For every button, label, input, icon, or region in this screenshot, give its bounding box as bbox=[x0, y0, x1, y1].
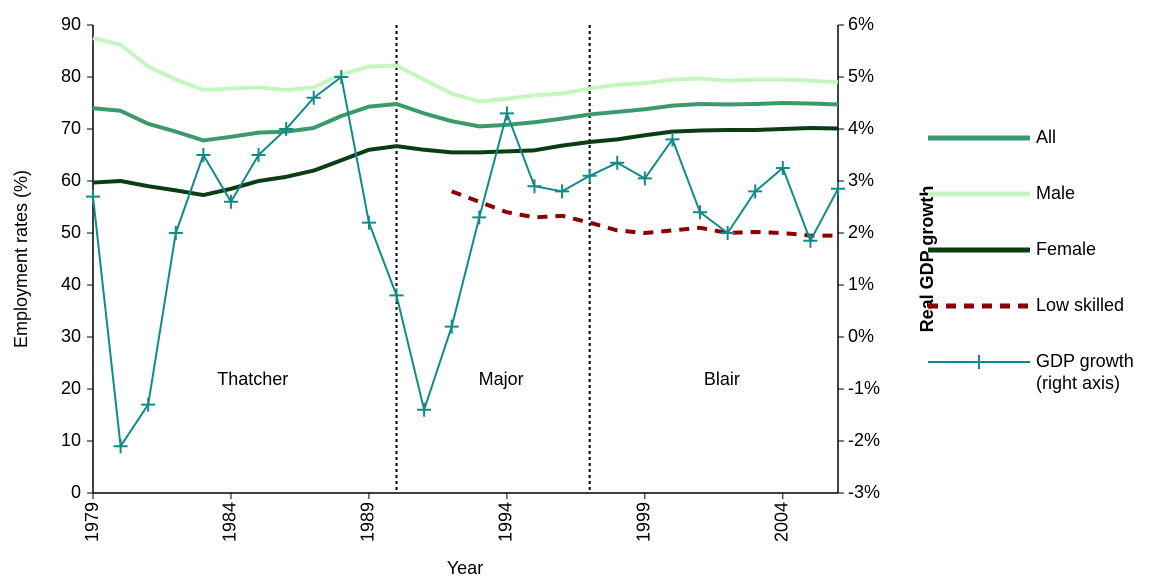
y-axis-title: Employment rates (%) bbox=[11, 170, 31, 348]
y2-tick-label: 6% bbox=[848, 14, 874, 34]
data-point bbox=[334, 70, 349, 84]
data-point bbox=[251, 148, 266, 162]
series-line bbox=[450, 189, 838, 238]
x-tick-label: 1979 bbox=[82, 502, 102, 542]
era-label: Thatcher bbox=[217, 369, 288, 389]
data-point bbox=[555, 184, 570, 199]
data-point bbox=[665, 132, 680, 147]
y-tick-label: 30 bbox=[61, 326, 81, 346]
data-point bbox=[361, 215, 376, 230]
data-point bbox=[444, 319, 459, 334]
y2-tick-label: 5% bbox=[848, 66, 874, 86]
y2-tick-label: 2% bbox=[848, 222, 874, 242]
y-tick-label: 40 bbox=[61, 274, 81, 294]
x-tick-label: 1999 bbox=[634, 502, 654, 542]
data-point bbox=[637, 171, 652, 186]
y-tick-label: 70 bbox=[61, 118, 81, 138]
data-point bbox=[168, 226, 183, 240]
legend-label: All bbox=[1036, 127, 1056, 147]
legend-marker bbox=[972, 355, 986, 369]
series-line bbox=[92, 76, 839, 448]
data-point bbox=[472, 210, 487, 225]
y2-tick-label: -2% bbox=[848, 430, 880, 450]
data-point bbox=[720, 226, 735, 240]
data-point bbox=[113, 439, 128, 454]
legend-label: GDP growth (right axis) bbox=[1036, 351, 1134, 393]
data-point bbox=[831, 181, 845, 196]
data-point bbox=[527, 179, 542, 194]
data-point bbox=[279, 122, 294, 136]
y-tick-label: 50 bbox=[61, 222, 81, 242]
y2-tick-label: 4% bbox=[848, 118, 874, 138]
legend-label: Low skilled bbox=[1036, 295, 1124, 315]
y-tick-label: 60 bbox=[61, 170, 81, 190]
x-tick-label: 1994 bbox=[496, 502, 516, 542]
data-point bbox=[389, 288, 404, 303]
data-point bbox=[196, 148, 211, 162]
y2-axis-title: Real GDP growth bbox=[917, 186, 937, 333]
y2-tick-label: 3% bbox=[848, 170, 874, 190]
legend-label: Female bbox=[1036, 239, 1096, 259]
data-point bbox=[693, 205, 708, 220]
y-tick-label: 90 bbox=[61, 14, 81, 34]
data-point bbox=[306, 90, 321, 105]
y-tick-label: 0 bbox=[71, 482, 81, 502]
era-label: Major bbox=[479, 369, 524, 389]
legend-label: Male bbox=[1036, 183, 1075, 203]
x-axis-title: Year bbox=[447, 558, 483, 578]
y-tick-label: 20 bbox=[61, 378, 81, 398]
y2-tick-label: 1% bbox=[848, 274, 874, 294]
data-point bbox=[141, 397, 156, 412]
data-point bbox=[803, 233, 818, 248]
x-tick-label: 2004 bbox=[772, 502, 792, 542]
y2-tick-label: 0% bbox=[848, 326, 874, 346]
y2-tick-label: -3% bbox=[848, 482, 880, 502]
data-point bbox=[775, 161, 790, 175]
era-label: Blair bbox=[704, 369, 740, 389]
series-line bbox=[92, 36, 839, 104]
x-tick-label: 1984 bbox=[220, 502, 240, 542]
data-point bbox=[748, 184, 763, 199]
y-tick-label: 80 bbox=[61, 66, 81, 86]
data-point bbox=[582, 168, 597, 183]
series-line bbox=[92, 101, 839, 143]
y-tick-label: 10 bbox=[61, 430, 81, 450]
x-tick-label: 1989 bbox=[358, 502, 378, 542]
data-point bbox=[86, 189, 100, 204]
data-point bbox=[499, 106, 514, 121]
data-point bbox=[610, 155, 625, 170]
series-line bbox=[92, 125, 839, 198]
data-point bbox=[417, 402, 432, 417]
data-point bbox=[223, 194, 238, 209]
y2-tick-label: -1% bbox=[848, 378, 880, 398]
